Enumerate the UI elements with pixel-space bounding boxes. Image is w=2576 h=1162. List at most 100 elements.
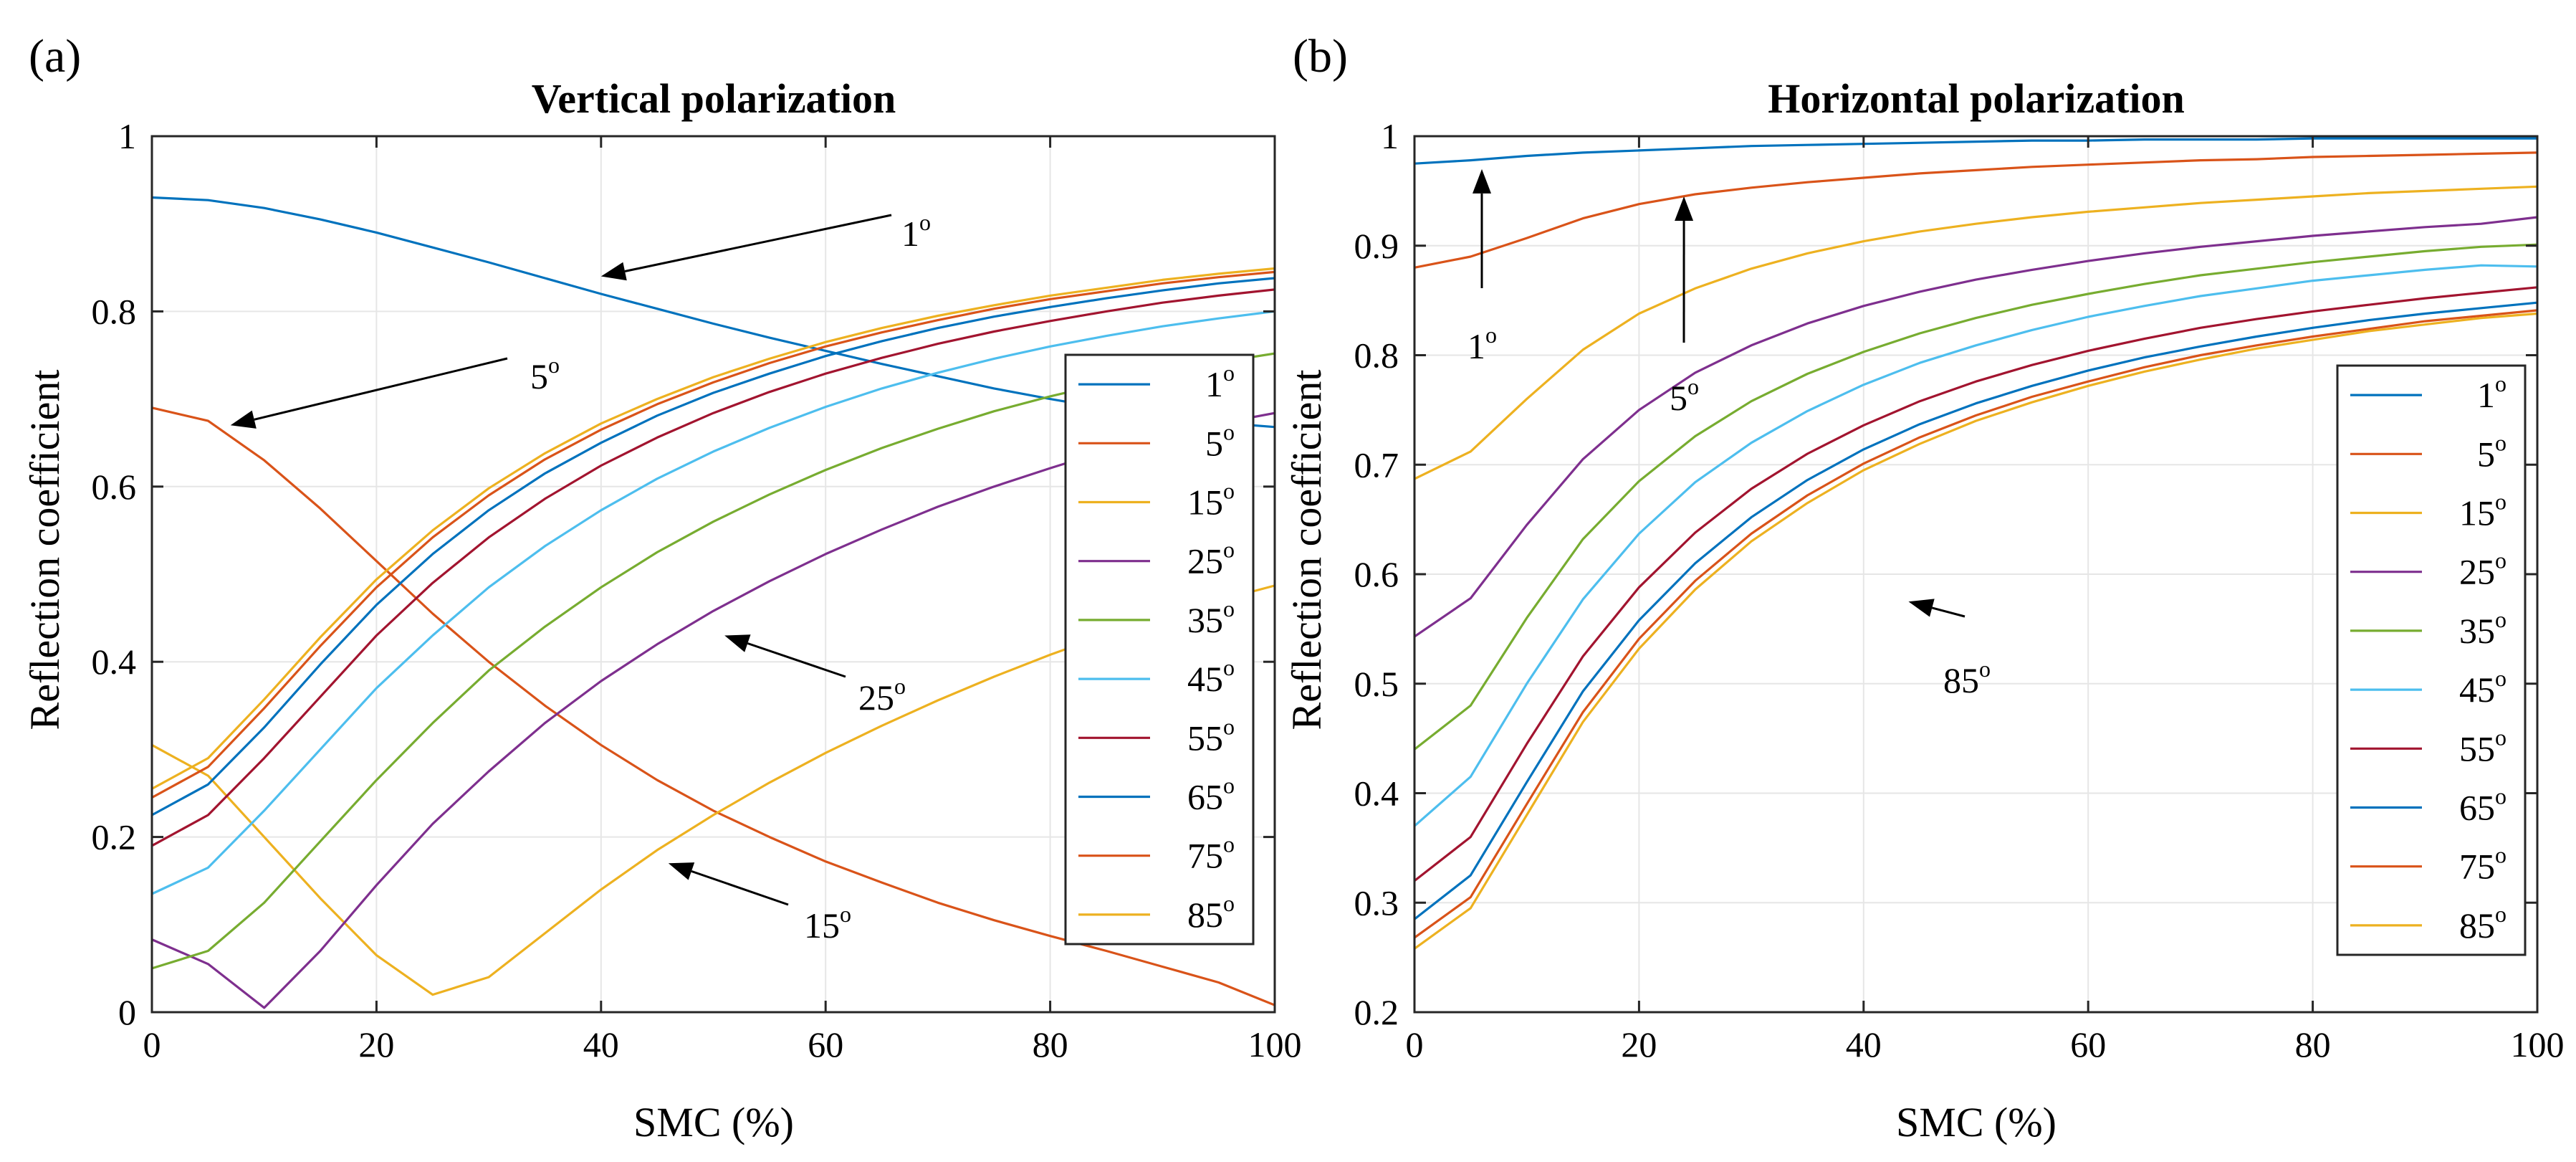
legend-label-35: 35o (1187, 596, 1235, 640)
panel-b-series (1413, 137, 2538, 950)
legend-label-1: 1o (1205, 360, 1235, 404)
legend-label-25: 25o (2459, 548, 2506, 592)
legend-label-85: 85o (1187, 890, 1235, 935)
y-tick-label: 0.9 (1354, 226, 1399, 266)
x-tick-label: 80 (2295, 1024, 2331, 1065)
annotation-arrow-line (691, 870, 789, 906)
series-line-85 (1414, 312, 2538, 950)
panel-b-annotations: 1o 5o 85o (1467, 168, 1991, 700)
annotation-arrow-line (624, 214, 892, 272)
panel-a-ylabel: Reflection coefficient (21, 370, 68, 730)
series-line-1 (1414, 137, 2537, 165)
y-tick-label: 0.2 (92, 817, 137, 857)
panel-a-series (151, 196, 1275, 1009)
series-line-75 (151, 270, 1275, 799)
y-tick-label: 1 (1381, 116, 1399, 156)
legend-label-5: 5o (2477, 429, 2506, 474)
series-line-45 (1413, 264, 2538, 827)
y-tick-label: 0.8 (1354, 335, 1399, 376)
legend-label-35: 35o (2459, 606, 2506, 651)
legend-label-15: 15o (1187, 478, 1235, 523)
legend-label-5: 5o (1205, 419, 1235, 463)
annotation-arrow-line (747, 642, 846, 678)
panel-a-legend: 1o 5o 15o 25o 35o 45o 55o 65o 75o 85o (1064, 353, 1255, 946)
panel-a: (a) Vertical polarization Reflection coe… (21, 30, 1302, 1146)
legend-label-75: 75o (2459, 842, 2506, 887)
legend-label-85: 85o (2459, 901, 2506, 946)
annotation-arrow-head (230, 410, 257, 429)
annotation-label: 15o (804, 901, 851, 946)
y-tick-label: 0.4 (92, 642, 137, 682)
panel-b-grid (1414, 136, 2537, 1012)
legend-label-1: 1o (2477, 371, 2506, 415)
panel-a-label: (a) (29, 30, 81, 82)
legend-label-45: 45o (1187, 654, 1235, 699)
panel-a-annotations: 1o 5o 25o 15o (230, 209, 931, 946)
series-line-85 (151, 267, 1275, 790)
x-tick-label: 0 (143, 1024, 161, 1065)
panel-b-ylabel: Reflection coefficient (1283, 370, 1330, 730)
y-tick-label: 0.7 (1354, 444, 1399, 485)
series-line-75 (1414, 309, 2538, 939)
y-tick-label: 0.5 (1354, 664, 1399, 704)
panel-b-legend: 1o 5o 15o 25o 35o 45o 55o 65o 75o 85o (2336, 364, 2527, 956)
annotation-label: 25o (858, 673, 906, 718)
panel-b-title: Horizontal polarization (1768, 75, 2185, 122)
x-tick-label: 60 (808, 1024, 843, 1065)
annotation-label: 1o (901, 209, 931, 254)
annotation-arrow-line (1931, 606, 1965, 618)
annotation-arrow-head (1473, 168, 1492, 194)
annotation-arrow-line (254, 357, 508, 421)
legend-label-15: 15o (2459, 489, 2506, 533)
annotation-arrow-head (1908, 599, 1935, 617)
series-line-25 (1414, 216, 2538, 638)
annotation-arrow-head (668, 862, 695, 880)
legend-box (1064, 353, 1255, 946)
x-tick-label: 60 (2070, 1024, 2106, 1065)
series-line-35 (1414, 243, 2538, 751)
annotation-label: 85o (1943, 656, 1991, 700)
series-line-55 (1414, 286, 2538, 882)
annotation-label: 5o (530, 352, 560, 396)
y-tick-label: 0.2 (1354, 992, 1399, 1032)
series-line-15 (1414, 185, 2538, 480)
legend-box (2336, 364, 2527, 956)
x-tick-label: 0 (1406, 1024, 1424, 1065)
panel-a-title: Vertical polarization (532, 75, 896, 122)
legend-label-65: 65o (2459, 784, 2506, 828)
panel-b-label: (b) (1293, 30, 1348, 82)
series-line-65 (1414, 301, 2538, 920)
panel-b-ticks: 0 20 40 60 80 100 0.2 0.3 0.4 0.5 0.6 0.7 0.8 0.9 1 (1354, 116, 2565, 1065)
y-tick-label: 0.3 (1354, 882, 1399, 923)
x-tick-label: 80 (1033, 1024, 1068, 1065)
annotation-arrow-head (1675, 196, 1694, 222)
annotation-arrow-head (600, 262, 627, 281)
x-tick-label: 100 (1248, 1024, 1302, 1065)
x-tick-label: 100 (2511, 1024, 2565, 1065)
y-tick-label: 1 (118, 116, 136, 156)
annotation-arrow-head (724, 634, 751, 652)
x-tick-label: 20 (358, 1024, 394, 1065)
legend-label-55: 55o (1187, 713, 1235, 758)
series-line-55 (151, 288, 1275, 847)
legend-label-25: 25o (1187, 537, 1235, 581)
series-line-5 (151, 406, 1275, 1006)
y-tick-label: 0.4 (1354, 773, 1399, 814)
x-tick-label: 20 (1621, 1024, 1657, 1065)
panel-b-xlabel: SMC (%) (1896, 1099, 2057, 1146)
panel-b: (b) Horizontal polarization Reflection c… (1283, 30, 2565, 1146)
panel-a-frame (150, 135, 1276, 1014)
legend-label-55: 55o (2459, 724, 2506, 768)
y-tick-label: 0.6 (1354, 554, 1399, 594)
y-tick-label: 0 (118, 992, 136, 1032)
annotation-label: 5o (1670, 373, 1699, 418)
y-tick-label: 0.6 (92, 467, 137, 507)
series-line-5 (1414, 151, 2538, 269)
panel-b-frame (1413, 135, 2539, 1014)
legend-label-65: 65o (1187, 773, 1235, 817)
legend-label-75: 75o (1187, 832, 1235, 876)
annotation-label: 1o (1467, 322, 1497, 366)
x-tick-label: 40 (1846, 1024, 1882, 1065)
panel-a-xlabel: SMC (%) (633, 1099, 794, 1146)
